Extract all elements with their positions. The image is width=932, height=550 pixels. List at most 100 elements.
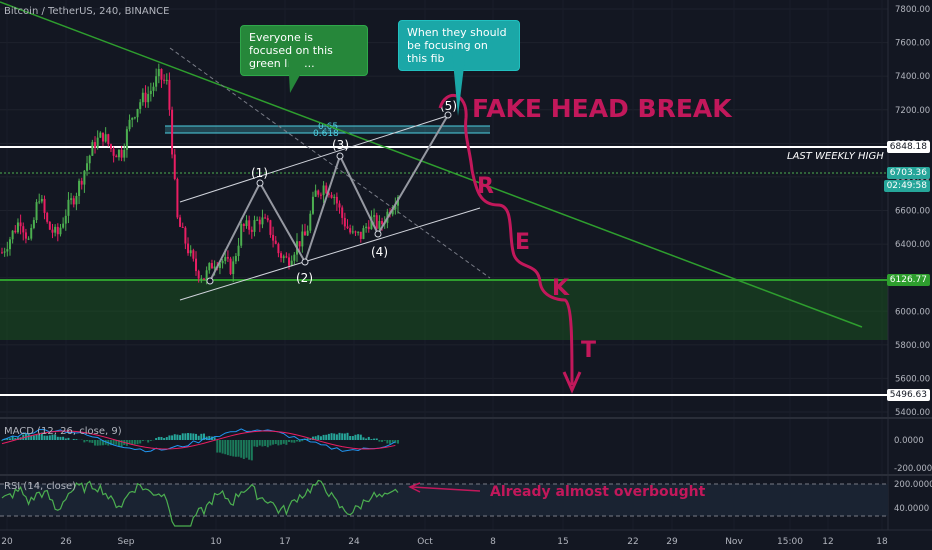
- macd-bar: [205, 436, 208, 440]
- price-tick-label: 5800.00: [895, 341, 930, 351]
- rekt-letter-r: R: [477, 174, 494, 199]
- macd-bar: [192, 433, 195, 440]
- candle-body: [163, 79, 166, 81]
- candle-body: [250, 229, 253, 232]
- macd-bar: [27, 434, 30, 440]
- candle-body: [22, 226, 25, 233]
- macd-bar: [115, 440, 118, 445]
- candle-body: [99, 132, 102, 138]
- macd-bar: [181, 433, 184, 440]
- macd-bar: [269, 440, 272, 446]
- candle-body: [301, 231, 304, 247]
- macd-bar: [319, 436, 322, 440]
- macd-bar: [136, 440, 139, 445]
- macd-bar: [381, 440, 384, 442]
- channel-upper: [179, 114, 451, 203]
- candle-body: [70, 198, 73, 200]
- candle-body: [149, 90, 152, 95]
- candle-body: [160, 68, 163, 80]
- macd-bar: [256, 440, 259, 447]
- candle-body: [338, 203, 341, 208]
- macd-bar: [343, 433, 346, 440]
- macd-bar: [72, 438, 75, 440]
- price-tick-label: 7800.00: [895, 5, 930, 15]
- candle-body: [133, 117, 136, 119]
- macd-bar: [40, 432, 43, 440]
- wave-label-4: (4): [371, 245, 388, 259]
- macd-bar: [173, 434, 176, 440]
- candle-body: [6, 249, 9, 252]
- macd-bar: [253, 440, 256, 447]
- already-overbought-label: Already almost overbought: [490, 484, 706, 500]
- candle-body: [19, 222, 22, 227]
- macd-bar: [149, 440, 152, 441]
- macd-bar: [131, 440, 134, 445]
- time-tick-label: 20: [1, 537, 13, 547]
- macd-bar: [272, 440, 275, 445]
- candle-body: [391, 209, 394, 215]
- macd-bar: [163, 438, 166, 440]
- macd-bar: [290, 440, 293, 443]
- price-tick-label: 6600.00: [895, 207, 930, 217]
- macd-bar: [48, 435, 51, 440]
- candle-body: [218, 263, 221, 268]
- macd-bar: [11, 436, 14, 440]
- candle-body: [86, 163, 89, 171]
- macd-bar: [59, 436, 62, 440]
- candle-body: [152, 86, 155, 91]
- candle-body: [155, 76, 158, 87]
- macd-bar: [333, 433, 336, 440]
- candle-body: [229, 258, 232, 275]
- candle-body: [317, 190, 320, 195]
- candle-body: [208, 263, 211, 271]
- macd-bar: [14, 438, 17, 440]
- overbought-arrow: [411, 486, 481, 492]
- macd-bar: [200, 433, 203, 440]
- macd-bar: [64, 438, 67, 440]
- macd-bar: [32, 435, 35, 440]
- wave-points: [206, 111, 452, 285]
- candle-body: [3, 251, 6, 253]
- macd-bar: [349, 436, 352, 440]
- candle-body: [24, 232, 27, 239]
- macd-bar: [288, 440, 291, 442]
- time-tick-label: 18: [876, 537, 888, 547]
- candle-body: [224, 257, 227, 261]
- candle-body: [303, 231, 306, 236]
- candle-body: [80, 180, 83, 185]
- support-zone: [0, 280, 888, 340]
- macd-bar: [261, 440, 264, 447]
- macd-bar: [322, 434, 325, 440]
- macd-bar: [250, 440, 253, 461]
- macd-bar: [139, 440, 142, 444]
- macd-bar: [213, 437, 216, 440]
- candle-body: [107, 134, 110, 145]
- wave-label-2: (2): [296, 271, 313, 285]
- macd-bar: [277, 440, 280, 446]
- macd-bar: [8, 438, 11, 440]
- candle-body: [333, 196, 336, 198]
- candle-body: [27, 238, 30, 240]
- macd-bar: [117, 440, 120, 447]
- candle-body: [288, 257, 291, 266]
- rekt-letter-k: K: [552, 276, 570, 301]
- fake-head-break-label: FAKE HEAD BREAK: [472, 94, 733, 123]
- candle-body: [136, 109, 139, 118]
- candle-body: [62, 223, 65, 228]
- macd-bar: [218, 440, 221, 453]
- price-tick-label: 6000.00: [895, 307, 930, 317]
- last-weekly-high-label: LAST WEEKLY HIGH: [787, 151, 884, 162]
- candle-body: [120, 149, 123, 158]
- macd-bar: [274, 440, 277, 445]
- price-tick-label: 7200.00: [895, 106, 930, 116]
- macd-bar: [224, 440, 227, 455]
- candle-body: [359, 231, 362, 239]
- macd-bar: [147, 440, 150, 443]
- candle-body: [330, 194, 333, 198]
- weekly-high-tag: 6848.18: [886, 141, 930, 153]
- macd-bar: [160, 436, 163, 440]
- candle-body: [314, 190, 317, 197]
- macd-bar: [94, 440, 97, 446]
- candle-body: [253, 220, 256, 232]
- macd-bar: [378, 440, 381, 442]
